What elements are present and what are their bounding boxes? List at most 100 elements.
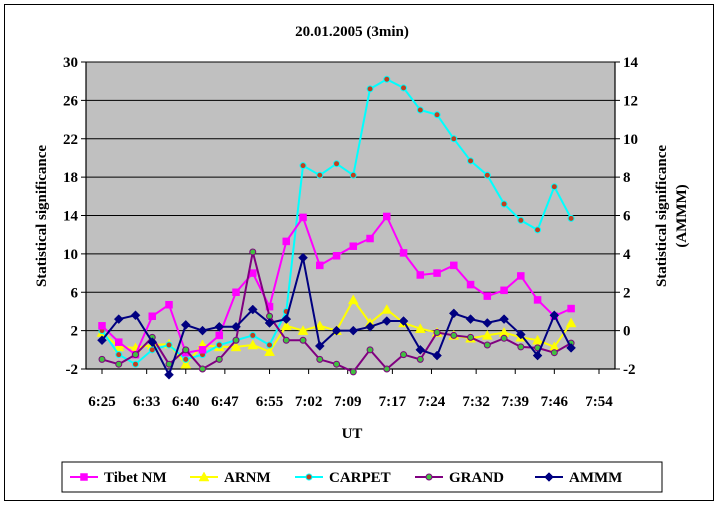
data-point (297, 325, 309, 335)
data-point (482, 318, 493, 328)
y-left-tick-label: 2 (71, 324, 79, 340)
data-point (282, 237, 291, 246)
data-point (416, 355, 424, 363)
y-right-tick-label: 0 (623, 324, 631, 340)
data-point (415, 344, 426, 355)
x-tick-label: 7:39 (501, 394, 529, 410)
data-point (414, 323, 426, 333)
data-point (383, 365, 391, 373)
chart-title: 20.01.2005 (3min) (295, 24, 409, 40)
x-tick-label: 6:47 (211, 394, 239, 410)
y-left-tick-label: -2 (66, 362, 79, 378)
data-point (366, 85, 374, 93)
y-right-tick-label: 10 (623, 132, 638, 148)
data-point (349, 171, 357, 179)
legend-swatch-marker (544, 472, 554, 482)
y-left-tick-label: 22 (63, 132, 78, 148)
legend-swatch-marker (425, 473, 433, 481)
data-point (381, 316, 392, 326)
legend-label: GRAND (449, 470, 504, 486)
data-point (215, 331, 224, 340)
legend-item: CARPET (295, 470, 391, 486)
data-point (550, 349, 558, 357)
data-point (550, 183, 558, 191)
data-point (483, 341, 491, 349)
legend-label: AMMM (569, 470, 622, 486)
data-point (97, 335, 107, 346)
legend-item: ARNM (190, 470, 271, 486)
data-point (483, 171, 491, 179)
data-point (500, 286, 508, 295)
series-tibet-nm (98, 212, 575, 359)
data-point (232, 336, 240, 344)
data-point (347, 294, 359, 305)
data-point (500, 334, 508, 342)
y-axis-right-label-line: (AMMM) (674, 184, 690, 247)
data-point (299, 162, 307, 170)
data-point (432, 350, 442, 361)
data-point (349, 242, 358, 250)
data-point (264, 346, 275, 356)
y-left-tick-label: 26 (63, 93, 79, 109)
data-point (517, 272, 525, 280)
y-left-tick-label: 6 (71, 285, 79, 301)
data-point (381, 304, 393, 314)
y-axis-right-label: Statistical significance (AMMM) (654, 145, 690, 287)
data-point (465, 314, 476, 324)
data-point (316, 355, 324, 363)
data-point (466, 280, 475, 289)
data-point (399, 249, 408, 257)
data-point (266, 341, 274, 349)
data-point (249, 331, 257, 339)
x-tick-label: 6:25 (88, 394, 116, 410)
y-left-tick-label: 18 (63, 170, 78, 186)
data-point (433, 111, 441, 119)
legend-label: CARPET (329, 470, 391, 486)
y-left-tick-label: 14 (63, 209, 79, 225)
data-point (500, 200, 508, 208)
y-left-tick-label: 10 (63, 247, 78, 263)
data-point (433, 269, 441, 277)
data-point (182, 355, 190, 363)
data-point (483, 292, 492, 300)
legend-label: Tibet NM (104, 470, 167, 486)
data-point (182, 346, 190, 354)
x-tick-label: 7:54 (585, 394, 613, 410)
legend-item: GRAND (415, 470, 504, 486)
y-right-tick-label: 12 (623, 93, 638, 109)
data-point (517, 343, 525, 351)
data-point (349, 368, 357, 376)
data-point (230, 341, 242, 352)
data-point (566, 343, 576, 353)
series-ammm (97, 252, 576, 380)
data-point (98, 322, 106, 330)
data-point (331, 325, 342, 336)
data-point (115, 351, 123, 359)
y-right-tick-label: 8 (623, 170, 631, 186)
legend-swatch-marker (198, 471, 210, 482)
data-point (232, 288, 240, 296)
data-point (383, 75, 391, 83)
x-tick-label: 7:46 (541, 394, 569, 410)
data-point (115, 360, 123, 368)
data-point (366, 346, 374, 354)
legend-item: Tibet NM (70, 470, 167, 486)
y-right-tick-label: 4 (623, 247, 631, 263)
x-tick-label: 7:17 (379, 394, 407, 410)
data-point (517, 216, 525, 224)
data-point (299, 213, 307, 222)
data-point (115, 338, 123, 346)
data-point (199, 365, 207, 373)
data-point (98, 355, 106, 363)
data-point (249, 248, 257, 256)
data-point (365, 321, 375, 332)
data-point (180, 320, 191, 330)
data-point (164, 369, 174, 380)
data-point (215, 341, 223, 349)
data-point (264, 318, 275, 328)
y-right-tick-label: -2 (623, 362, 636, 378)
data-point (533, 296, 542, 304)
data-point (132, 351, 140, 359)
data-point (366, 234, 374, 243)
